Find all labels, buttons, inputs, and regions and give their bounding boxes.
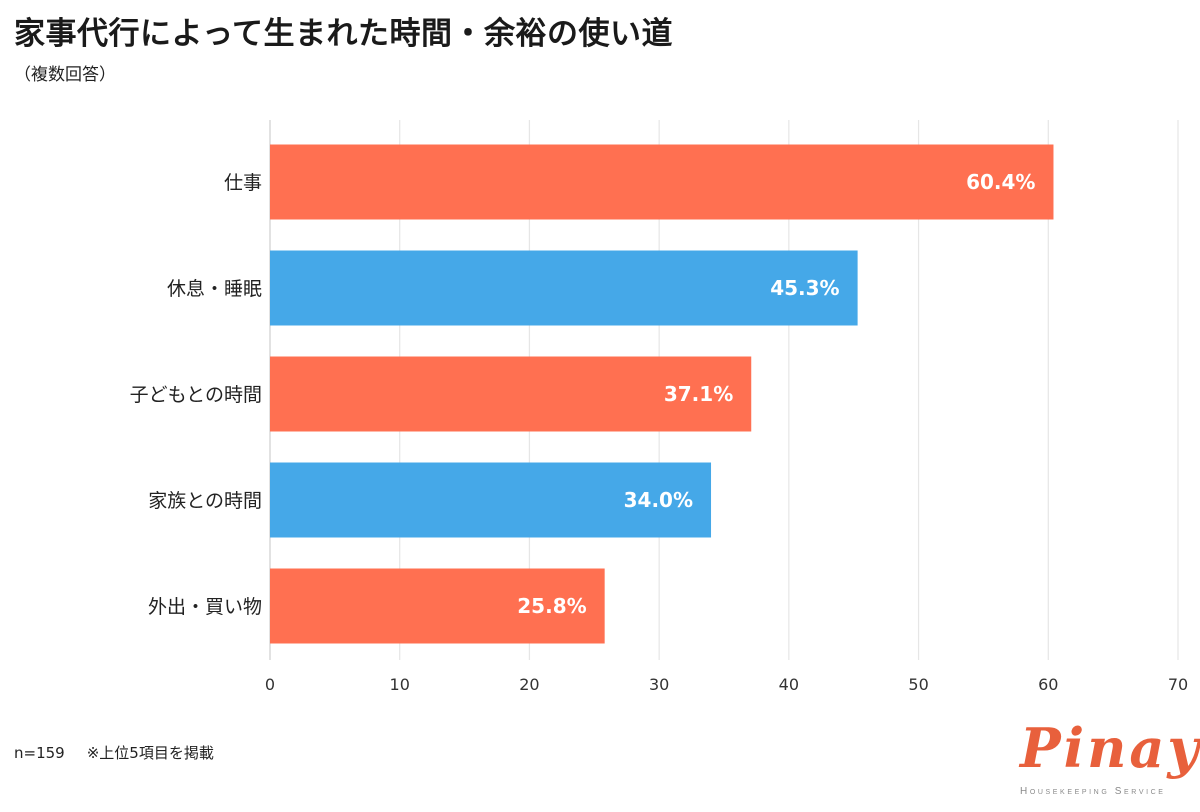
x-tick-label: 70 (1168, 675, 1188, 694)
x-axis-ticks: 0 10 20 30 40 50 60 70 (265, 675, 1188, 694)
bar (270, 568, 605, 644)
chart-title: 家事代行によって生まれた時間・余裕の使い道 (14, 16, 674, 52)
pinay-logo: Pinay Housekeeping Service (1016, 716, 1199, 802)
bar-value-label: 34.0% (624, 488, 693, 512)
x-tick-label: 20 (519, 675, 539, 694)
bar (270, 462, 712, 538)
logo-tagline: Housekeeping Service (1020, 786, 1166, 797)
logo-wordmark: Pinay (1020, 716, 1200, 780)
category-label: 家族との時間 (148, 490, 262, 512)
category-label: 休息・睡眠 (167, 278, 262, 300)
footnote: n=159 ※上位5項目を掲載 (14, 742, 214, 763)
x-tick-label: 40 (779, 675, 799, 694)
bar-value-label: 45.3% (770, 276, 839, 300)
bar-value-label: 25.8% (517, 594, 586, 618)
footnote-note: ※上位5項目を掲載 (86, 744, 214, 762)
x-tick-label: 30 (649, 675, 669, 694)
bars: 60.4% 45.3% 37.1% 34.0% 25.8% (270, 144, 1054, 644)
chart-subtitle: （複数回答） (14, 65, 116, 85)
category-label: 仕事 (224, 172, 262, 194)
bar-value-label: 60.4% (966, 170, 1035, 194)
bar (270, 144, 1054, 220)
x-tick-label: 50 (908, 675, 928, 694)
x-tick-label: 60 (1038, 675, 1058, 694)
x-tick-label: 10 (390, 675, 410, 694)
bar-value-label: 37.1% (664, 382, 733, 406)
category-label: 外出・買い物 (148, 596, 262, 618)
sample-size: n=159 (14, 744, 65, 762)
x-tick-label: 0 (265, 675, 275, 694)
bar (270, 356, 752, 432)
bar (270, 250, 858, 326)
category-label: 子どもとの時間 (130, 384, 262, 406)
